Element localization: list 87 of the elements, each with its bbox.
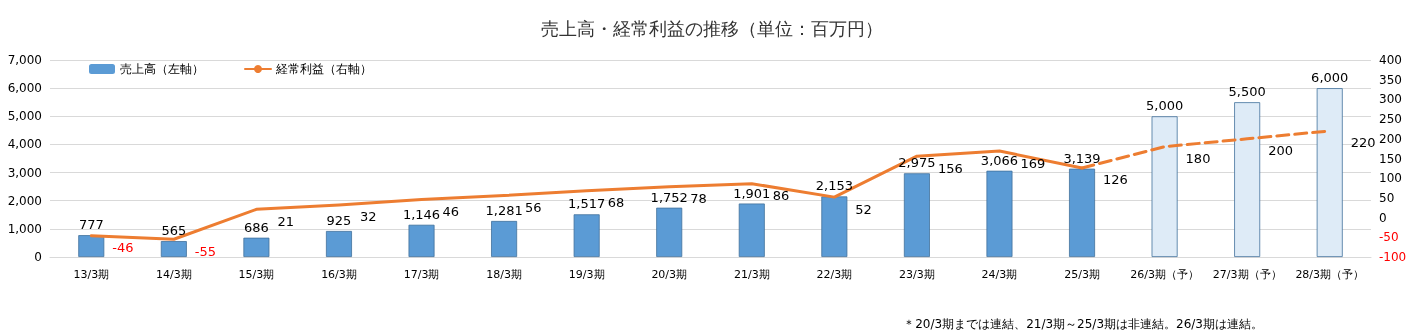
data-label: -55: [194, 243, 217, 259]
text: ＊20/3期までは連結、21/3期～25/3期は非連結。26/3期は連結。: [903, 317, 1264, 331]
y2-tick-label: 300: [1379, 92, 1402, 107]
data-label: 925: [326, 212, 352, 228]
y-tick-label: 5,000: [7, 109, 42, 124]
chart-title: 売上高・経常利益の推移（単位：百万円）: [540, 17, 883, 39]
x-tick-label: 18/3期: [486, 268, 522, 281]
bar: [573, 214, 600, 257]
y2-tick-label: 150: [1379, 151, 1402, 166]
x-tick-label: 17/3期: [403, 268, 440, 281]
bar: [325, 230, 352, 257]
data-label: 220: [1350, 135, 1376, 151]
data-label: 6,000: [1311, 70, 1349, 86]
y2-tick-label: 100: [1379, 171, 1402, 186]
bar: [986, 170, 1013, 257]
bar: [491, 220, 518, 257]
data-label: 32: [359, 209, 377, 225]
data-label: 1,901: [733, 185, 771, 201]
data-label: 200: [1268, 143, 1293, 159]
bar: [1234, 102, 1261, 257]
data-label: 3,139: [1063, 150, 1101, 166]
data-label: 565: [161, 223, 187, 239]
bar: [1069, 168, 1096, 257]
legend-label: 経常利益（右軸）: [275, 62, 372, 76]
x-tick-label: 13/3期: [73, 268, 110, 281]
data-label: 1,146: [402, 206, 441, 222]
data-label: 46: [442, 203, 460, 219]
y2-tick-label: 50: [1379, 190, 1395, 205]
data-label: 2,153: [815, 178, 853, 194]
y2-tick-label: 250: [1379, 112, 1402, 127]
y-tick-label: 4,000: [7, 137, 42, 152]
y2-tick-label: 0: [1379, 210, 1387, 225]
data-label: 78: [690, 191, 707, 207]
data-label: 5,000: [1145, 98, 1184, 114]
bar: [738, 203, 765, 257]
data-label: 1,752: [650, 189, 688, 205]
x-tick-label: 26/3期（予）: [1130, 268, 1199, 281]
x-tick-label: 25/3期: [1064, 268, 1100, 281]
bar: [160, 241, 187, 257]
y-tick-label: 0: [34, 250, 42, 264]
data-label: 68: [607, 195, 625, 211]
x-tick-label: 22/3期: [816, 268, 853, 281]
x-tick-label: 20/3期: [651, 268, 688, 281]
data-label: 156: [937, 160, 963, 176]
bar: [408, 224, 435, 257]
data-label: 5,500: [1228, 84, 1266, 100]
x-tick-label: 14/3期: [155, 268, 192, 281]
data-label: 126: [1103, 172, 1128, 188]
bar: [1316, 88, 1343, 257]
data-label: 3,066: [980, 152, 1019, 168]
x-tick-label: 28/3期（予）: [1295, 268, 1365, 281]
y2-tick-label: 350: [1379, 72, 1402, 87]
bar: [656, 207, 683, 257]
y-tick-label: 2,000: [7, 193, 42, 208]
bar: [78, 235, 105, 257]
x-tick-label: 16/3期: [321, 268, 357, 281]
bar: [1151, 116, 1178, 257]
x-tick-label: 15/3期: [238, 268, 275, 281]
y2-tick-label: 200: [1379, 131, 1402, 146]
data-label: 686: [243, 219, 269, 235]
data-label: 2,975: [898, 155, 936, 171]
data-label: 1,281: [485, 202, 523, 218]
data-label: 86: [772, 188, 790, 204]
bar: [243, 237, 270, 257]
data-label: 21: [277, 213, 294, 229]
y-tick-label: 1,000: [7, 221, 42, 236]
data-label: -46: [112, 240, 134, 256]
data-label: 169: [1020, 155, 1046, 171]
y2-tick-label: -50: [1379, 230, 1399, 245]
bar: [821, 196, 848, 257]
data-label: 52: [855, 201, 872, 217]
y2-tick-label: 400: [1379, 53, 1402, 67]
y-tick-label: 3,000: [7, 165, 42, 180]
data-label: 1,517: [568, 196, 606, 212]
x-tick-label: 23/3期: [899, 268, 935, 281]
x-tick-label: 19/3期: [568, 268, 605, 281]
y-tick-label: 6,000: [7, 81, 42, 96]
x-tick-label: 21/3期: [733, 268, 770, 281]
x-tick-label: 24/3期: [981, 268, 1018, 281]
data-label: 180: [1185, 151, 1211, 167]
legend-label: 売上高（左軸）: [120, 62, 204, 76]
y2-tick-label: -100: [1379, 250, 1407, 264]
bar: [903, 173, 930, 257]
y-tick-label: 7,000: [7, 53, 42, 67]
data-label: 777: [78, 217, 104, 233]
x-tick-label: 27/3期（予）: [1212, 268, 1282, 281]
data-label: 56: [525, 200, 542, 216]
